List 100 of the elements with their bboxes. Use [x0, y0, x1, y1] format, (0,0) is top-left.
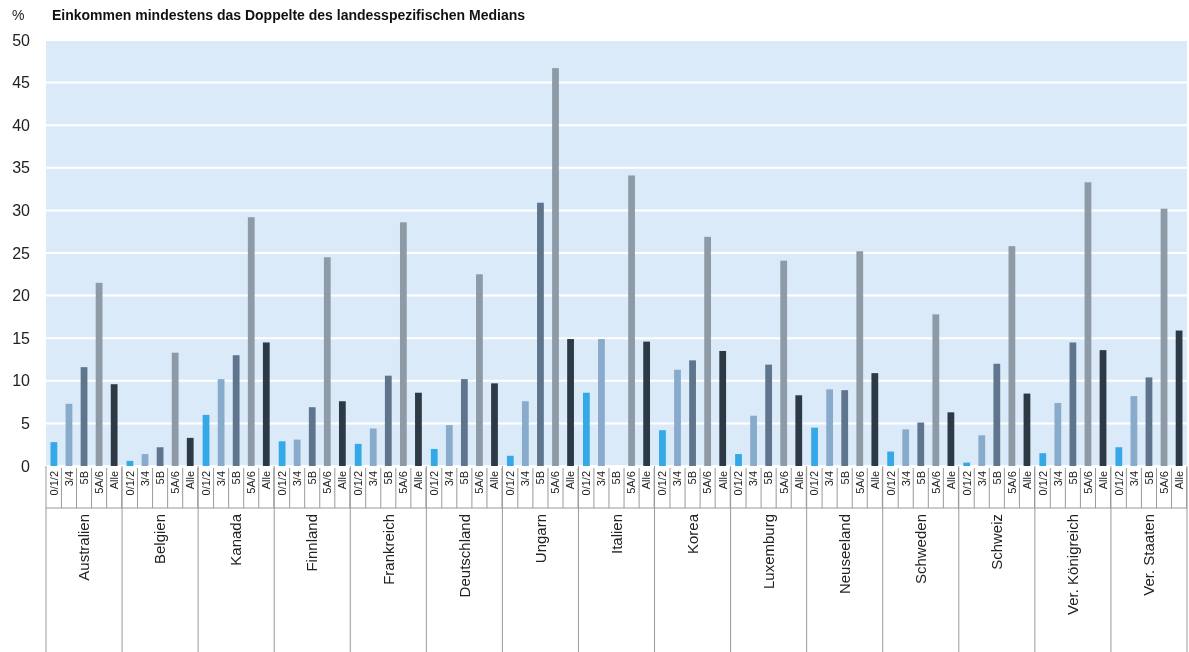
y-tick-label: 25 — [12, 244, 31, 262]
bar — [689, 360, 696, 466]
bar — [369, 428, 377, 466]
x-tick-label: Belgien — [151, 514, 169, 565]
bar — [1054, 402, 1062, 466]
x-tick-label: Finnland — [303, 514, 321, 572]
bar — [506, 455, 514, 466]
text: Alle — [564, 471, 577, 490]
bar — [399, 222, 407, 466]
bar — [293, 439, 301, 466]
text: 5B — [382, 471, 395, 485]
x-tick-label: Luxemburg — [759, 514, 777, 590]
bar — [1115, 447, 1123, 466]
text: 0/1/2 — [428, 471, 441, 496]
text: Alle — [336, 471, 349, 490]
text: 0/1/2 — [580, 471, 593, 496]
bar — [643, 341, 651, 466]
text: 0/1/2 — [732, 471, 745, 496]
bar — [247, 217, 255, 466]
text: 0/1/2 — [352, 471, 365, 496]
bar — [430, 448, 438, 466]
x-tick-label: Korea — [683, 513, 701, 555]
text: 3/4 — [747, 471, 760, 487]
bar — [719, 350, 727, 466]
text: 0/1/2 — [123, 471, 136, 496]
bar — [932, 314, 940, 466]
y-axis-title: % — [12, 7, 25, 23]
text: 0/1/2 — [884, 471, 897, 496]
y-tick-label: 35 — [12, 159, 31, 177]
text: 3/4 — [975, 471, 988, 487]
text: Alle — [640, 471, 653, 490]
text: 5A/6 — [245, 471, 258, 494]
text: 5B — [534, 471, 547, 485]
bar — [917, 422, 925, 466]
y-tick-label: 40 — [12, 116, 31, 134]
text: 5A/6 — [625, 471, 638, 494]
bar — [552, 68, 559, 466]
text: 5B — [838, 471, 851, 485]
text: 5A/6 — [397, 471, 410, 494]
bar — [476, 274, 483, 466]
bar — [674, 369, 681, 466]
x-tick-label: Deutschland — [455, 514, 473, 598]
text: 3/4 — [1127, 471, 1140, 487]
bar — [308, 407, 316, 466]
text: 5B — [686, 471, 699, 485]
y-tick-label: 20 — [12, 287, 31, 305]
chart-title: Einkommen mindestens das Doppelte des landesspezifischen Medians — [52, 7, 526, 23]
y-tick-label: 5 — [21, 415, 31, 432]
text: 3/4 — [138, 471, 151, 487]
text: 0/1/2 — [960, 471, 973, 496]
bar — [582, 392, 590, 466]
y-tick-label: 0 — [21, 457, 31, 475]
bar — [567, 339, 574, 466]
text: 3/4 — [823, 471, 836, 487]
bar — [841, 390, 849, 466]
text: Alle — [1172, 471, 1185, 490]
text: Alle — [944, 471, 957, 490]
bar — [811, 427, 818, 466]
bar — [323, 257, 331, 466]
y-tick-label: 15 — [12, 329, 31, 347]
text: Alle — [260, 471, 273, 490]
bar — [902, 429, 910, 466]
text: 5A/6 — [1005, 471, 1018, 494]
x-tick-label: Schweiz — [988, 514, 1006, 570]
bar — [262, 342, 270, 466]
x-tick-label: Australien — [75, 514, 93, 581]
text: 3/4 — [899, 471, 912, 487]
bar — [1039, 453, 1047, 466]
bar — [765, 364, 773, 466]
x-tick-label: Neuseeland — [835, 514, 853, 595]
text: Alle — [1020, 471, 1033, 490]
text: 0/1/2 — [47, 471, 60, 496]
bar — [735, 454, 742, 466]
bar — [415, 392, 422, 466]
text: Alle — [108, 471, 121, 490]
bar — [887, 451, 895, 466]
text: 0/1/2 — [656, 471, 669, 496]
text: 5B — [153, 471, 166, 485]
text: 5A/6 — [1081, 471, 1094, 494]
x-tick-label: Kanada — [227, 513, 245, 566]
text: Alle — [488, 471, 501, 490]
bar — [628, 175, 635, 466]
text: 5B — [990, 471, 1003, 485]
text: 5B — [306, 471, 319, 485]
y-tick-label: 10 — [12, 372, 31, 390]
bar — [750, 415, 757, 466]
bar — [171, 352, 179, 466]
bar — [445, 425, 453, 466]
x-tick-label: Frankreich — [379, 514, 397, 585]
bar — [232, 355, 240, 466]
bar — [278, 441, 286, 466]
y-tick-label: 45 — [12, 74, 31, 92]
text: 5B — [762, 471, 775, 485]
bar — [826, 389, 834, 466]
text: 0/1/2 — [1112, 471, 1125, 496]
bar — [186, 437, 194, 466]
text: 5A/6 — [321, 471, 334, 494]
bar — [460, 379, 468, 466]
bar — [871, 373, 879, 466]
text: 5A/6 — [169, 471, 182, 494]
